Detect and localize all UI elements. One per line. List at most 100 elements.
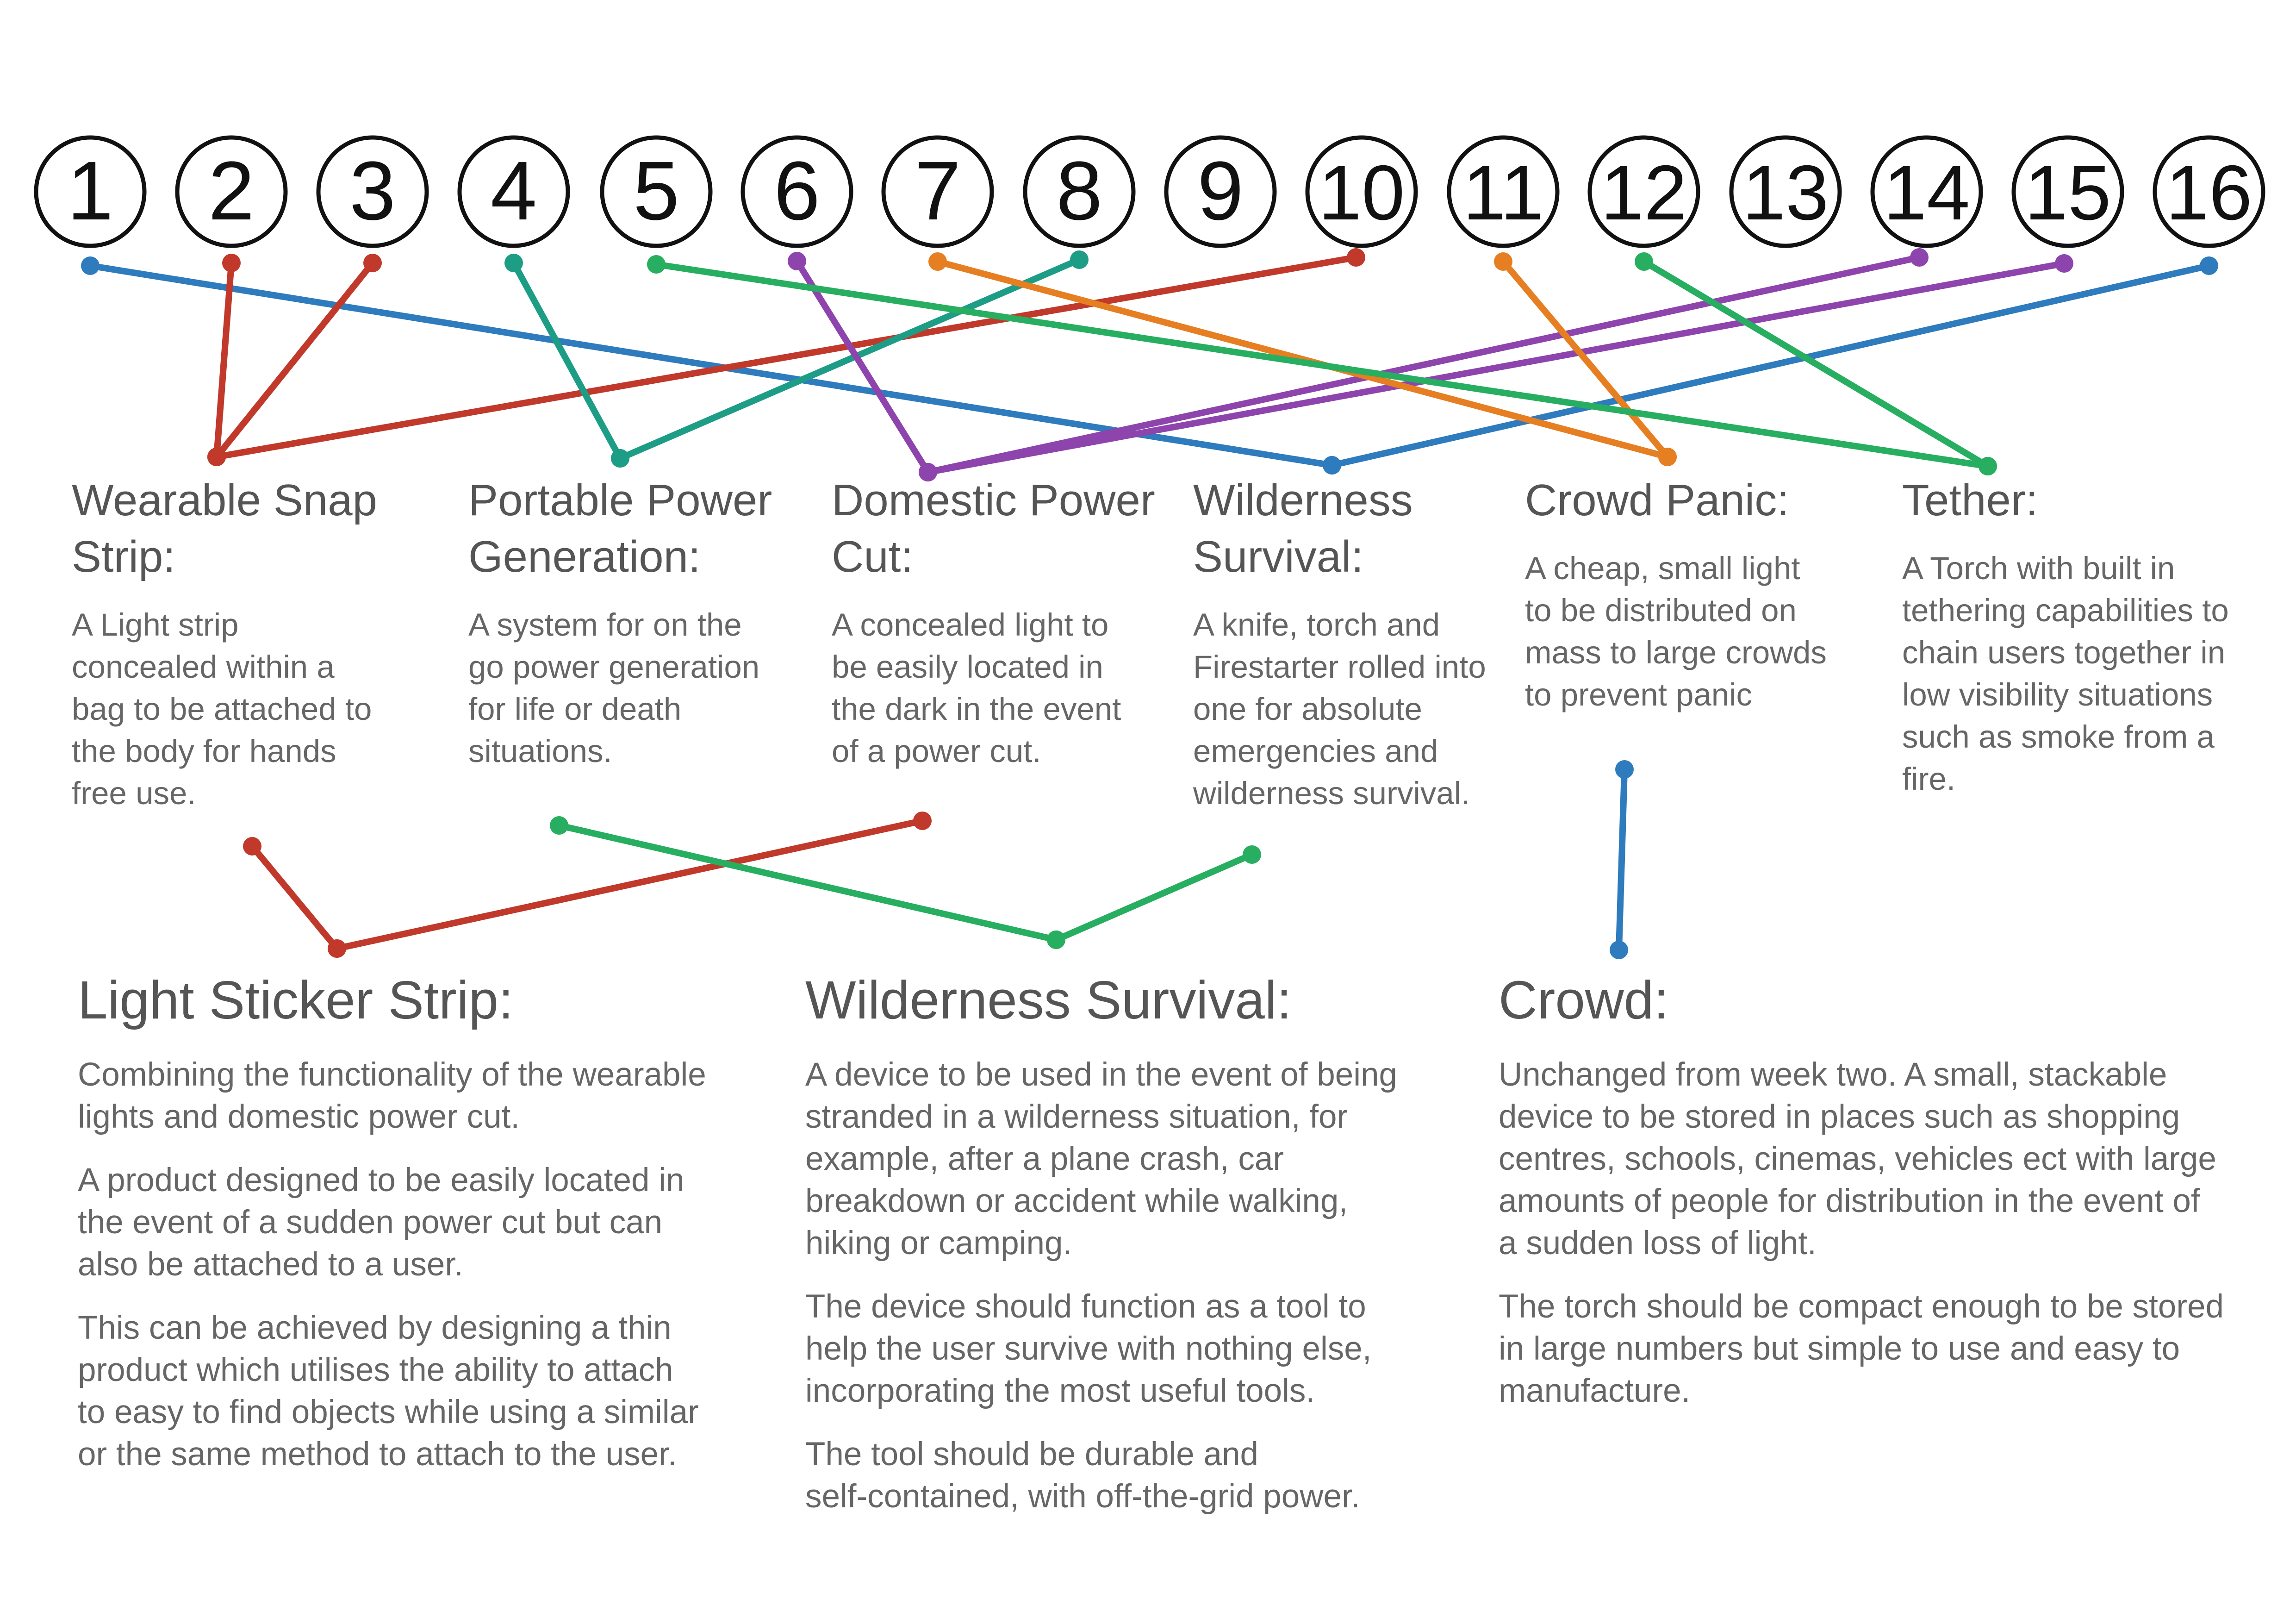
concept-crowd-panic: Crowd Panic: A cheap, small light to be …: [1525, 472, 1895, 716]
number-circle: [457, 135, 570, 248]
concept-title: Wilderness Survival:: [1193, 475, 1413, 581]
concept-body: A Torch with built in tethering capabili…: [1902, 550, 2229, 797]
number-label: 11: [1463, 149, 1543, 236]
number-label: 5: [633, 144, 679, 237]
product-wilderness-survival: Wilderness Survival: A device to be used…: [805, 968, 1527, 1518]
number-node: 1: [34, 135, 147, 248]
connector-line: [213, 254, 1359, 460]
connector-dot: [1610, 941, 1628, 959]
connector-dot: [328, 939, 346, 958]
connector-link: [919, 254, 2073, 481]
connector-dot: [1979, 457, 1997, 475]
connector-dot: [81, 256, 100, 275]
connector-dot: [243, 837, 261, 856]
number-node: 10: [1305, 135, 1418, 248]
connector-line: [1053, 851, 1255, 943]
connector-line: [556, 822, 1059, 943]
number-circle: [2153, 135, 2265, 248]
connector-link: [1610, 760, 1634, 959]
number-circle: [34, 135, 147, 248]
product-paragraph: This can be achieved by designing a thin…: [78, 1310, 699, 1473]
number-label: 16: [2166, 149, 2252, 236]
number-circle: [1729, 135, 1842, 248]
product-paragraph: A product designed to be easily located …: [78, 1162, 684, 1283]
number-circle: [1870, 135, 1983, 248]
number-node: 8: [1023, 135, 1136, 248]
number-label: 7: [915, 144, 961, 237]
concept-tether: Tether: A Torch with built in tethering …: [1902, 472, 2282, 800]
number-circle: [1164, 135, 1277, 248]
product-title: Wilderness Survival:: [805, 970, 1292, 1030]
connector-dot: [1615, 760, 1634, 779]
number-node: 11: [1447, 135, 1560, 248]
number-label: 15: [2025, 149, 2111, 236]
concept-title: Portable Power Generation:: [468, 475, 772, 581]
connector-dot: [1658, 448, 1677, 466]
connector-line: [213, 260, 376, 460]
connector-dot: [1635, 252, 1653, 271]
number-label: 4: [491, 144, 537, 237]
connector-dot: [550, 816, 568, 835]
number-label: 14: [1884, 149, 1970, 236]
connector-line: [1329, 262, 2212, 468]
concept-body: A knife, torch and Firestarter rolled in…: [1193, 607, 1486, 811]
connector-dot: [919, 463, 937, 481]
number-circle: [175, 135, 288, 248]
connector-dot: [1070, 250, 1089, 269]
concept-title: Domestic Power Cut:: [832, 475, 1155, 581]
number-node: 3: [316, 135, 429, 248]
concept-title: Tether:: [1902, 475, 2038, 525]
connector-dot: [1243, 845, 1261, 864]
product-paragraph: The torch should be compact enough to be…: [1499, 1288, 2224, 1409]
concept-title: Crowd Panic:: [1525, 475, 1789, 525]
connector-dot: [1047, 931, 1065, 949]
connector-dot: [1323, 456, 1341, 475]
concept-body: A Light strip concealed within a bag to …: [72, 607, 372, 811]
number-circle: [2011, 135, 2124, 248]
connector-link: [81, 256, 1341, 475]
product-paragraph: A device to be used in the event of bein…: [805, 1056, 1397, 1262]
number-node: 16: [2153, 135, 2265, 248]
number-label: 1: [67, 144, 113, 237]
product-paragraph: The tool should be durable and self-cont…: [805, 1436, 1360, 1515]
number-circle: [1587, 135, 1700, 248]
connector-line: [213, 260, 235, 460]
concept-wilderness-survival: Wilderness Survival: A knife, torch and …: [1193, 472, 1563, 814]
product-crowd: Crowd: Unchanged from week two. A small,…: [1499, 968, 2285, 1412]
number-label: 9: [1197, 144, 1244, 237]
connector-dot: [504, 254, 523, 272]
connector-line: [617, 256, 1083, 462]
number-circle: [1305, 135, 1418, 248]
product-paragraph: Unchanged from week two. A small, stacka…: [1499, 1056, 2216, 1262]
connector-dot: [788, 252, 806, 270]
number-circle: [600, 135, 713, 248]
number-label: 6: [774, 144, 820, 237]
connector-line: [794, 258, 931, 475]
connector-link: [611, 250, 1089, 468]
number-label: 12: [1601, 149, 1687, 236]
connector-line: [334, 818, 926, 952]
number-node: 13: [1729, 135, 1842, 248]
number-label: 13: [1742, 149, 1829, 236]
number-node: 6: [740, 135, 853, 248]
number-circle: [740, 135, 853, 248]
connector-dot: [2200, 256, 2218, 275]
number-label: 2: [208, 144, 255, 237]
product-light-sticker-strip: Light Sticker Strip: Combining the funct…: [78, 968, 800, 1475]
number-circle: [1023, 135, 1136, 248]
connector-link: [328, 812, 932, 958]
connector-dot: [222, 254, 241, 272]
number-node: 4: [457, 135, 570, 248]
connector-dot: [913, 812, 932, 830]
connector-dot: [2055, 254, 2073, 273]
product-paragraph: The device should function as a tool to …: [805, 1288, 1372, 1409]
concept-domestic-power-cut: Domestic Power Cut: A concealed light to…: [832, 472, 1193, 772]
connector-dot: [611, 449, 629, 468]
connector-link: [1635, 252, 1997, 475]
concept-body: A cheap, small light to be distributed o…: [1525, 550, 1827, 712]
connector-link: [504, 254, 629, 468]
connector-link: [243, 837, 346, 958]
connector-link: [1323, 256, 2218, 475]
